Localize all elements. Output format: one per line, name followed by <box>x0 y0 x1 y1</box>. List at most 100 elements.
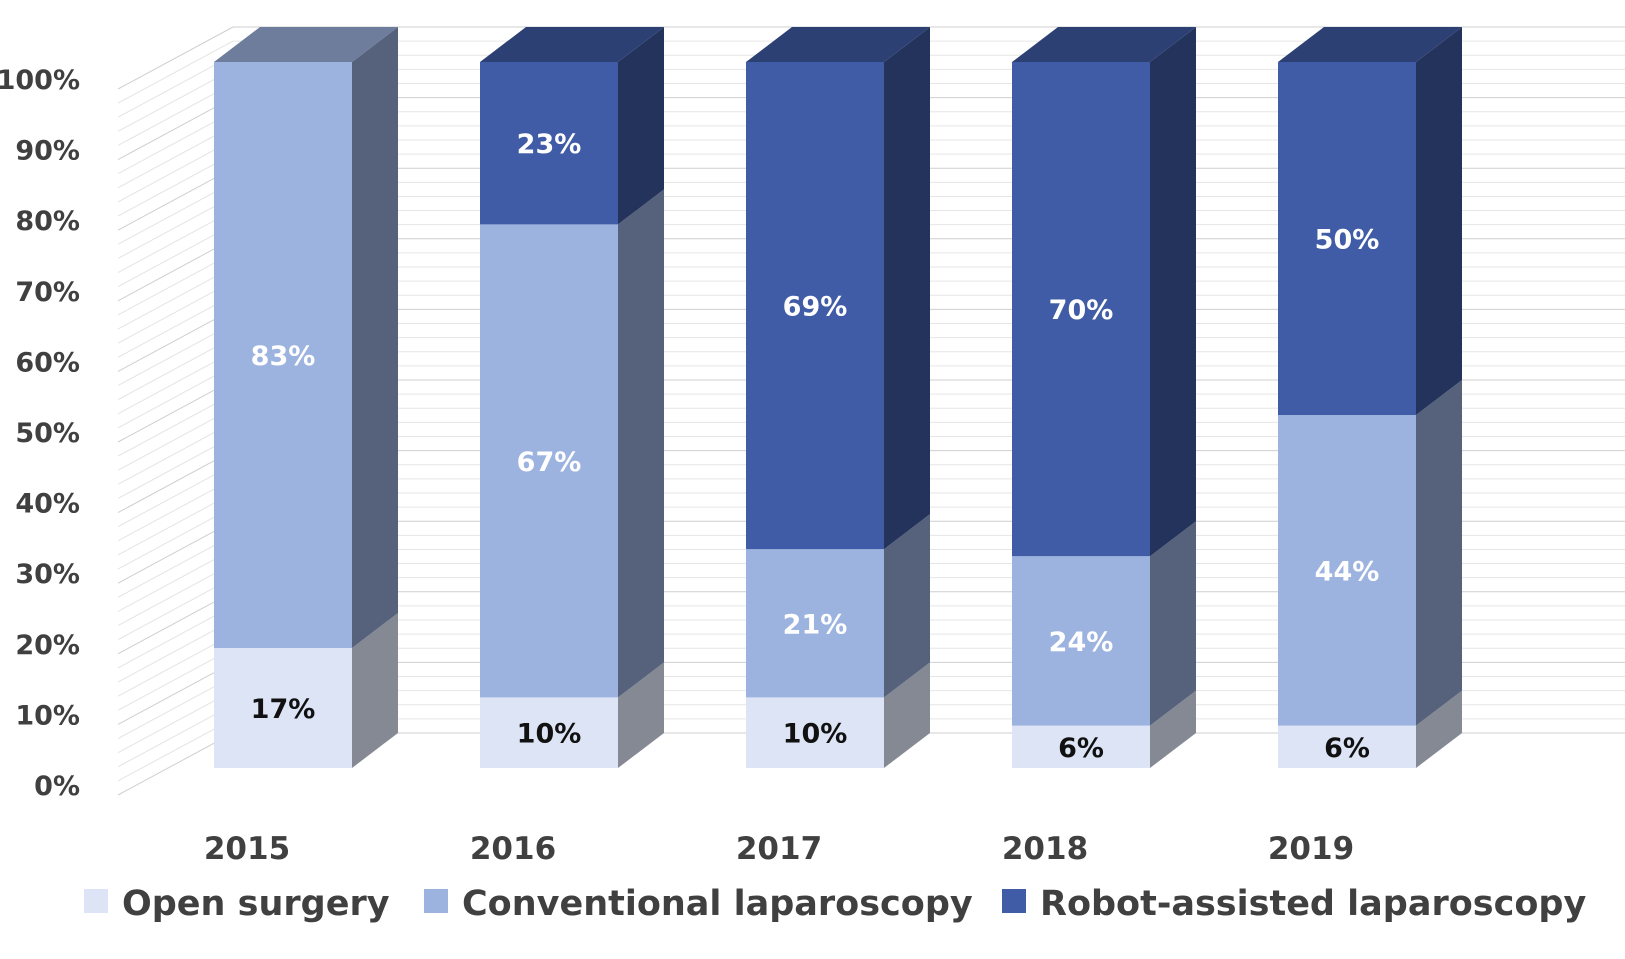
gridline-side-minor <box>117 323 234 386</box>
bar-segment-front <box>1278 62 1416 415</box>
bars <box>214 27 1462 768</box>
gridline-side <box>117 26 234 90</box>
gridline-side-minor <box>117 704 234 768</box>
gridline-side-minor <box>117 464 234 528</box>
y-tick-label: 70% <box>15 277 80 308</box>
gridline-side-minor <box>117 294 234 358</box>
gridline-side-minor <box>117 563 234 627</box>
legend-label: Robot-assisted laparoscopy <box>1040 884 1586 924</box>
gridline-side-minor <box>117 676 234 739</box>
y-tick-label: 40% <box>15 489 80 520</box>
bar-segment-front <box>480 62 618 225</box>
gridline-side-minor <box>117 393 234 457</box>
y-tick-label: 90% <box>15 136 80 167</box>
legend-swatch <box>424 889 448 913</box>
gridline-side <box>117 732 234 796</box>
bar-top <box>480 27 664 62</box>
gridline-side-minor <box>117 577 234 641</box>
data-label: 70% <box>1049 295 1114 326</box>
x-category-label: 2019 <box>1268 831 1354 867</box>
gridline-side-minor <box>117 252 234 316</box>
bar-segment-side <box>1150 27 1196 557</box>
data-label: 17% <box>251 694 316 725</box>
gridline-side <box>117 661 234 725</box>
y-tick-label: 60% <box>15 347 80 378</box>
bar-segment-side <box>1150 521 1196 726</box>
gridline-side-minor <box>117 647 234 711</box>
gridline-side-minor <box>117 619 234 683</box>
bar-segment-front <box>214 62 352 648</box>
gridline-side-minor <box>117 633 234 697</box>
gridline-side-minor <box>117 68 234 132</box>
data-label: 67% <box>517 447 582 478</box>
bar-top <box>214 27 398 62</box>
bar-segment-front <box>1012 62 1150 557</box>
x-axis-categories: 2015 2016 2017 2018 2019 <box>204 831 1354 867</box>
bar-segment-side <box>884 27 930 550</box>
data-label: 21% <box>783 609 848 640</box>
gridline-side-minor <box>117 478 234 542</box>
gridline-side-minor <box>117 407 234 471</box>
y-tick-label: 30% <box>15 559 80 590</box>
gridline-side-minor <box>117 139 234 203</box>
gridline-side-minor <box>117 210 234 274</box>
gridline-side <box>117 308 234 372</box>
gridline-side-minor <box>117 421 234 485</box>
data-label: 23% <box>517 129 582 160</box>
gridline-side <box>117 591 234 655</box>
x-category-label: 2015 <box>204 831 290 867</box>
x-category-label: 2017 <box>736 831 822 867</box>
gridline-side-minor <box>117 153 234 217</box>
gridline-side <box>117 520 234 584</box>
gridline-side-minor <box>117 195 234 259</box>
gridline-side-minor <box>117 690 234 754</box>
gridline-side <box>117 167 234 231</box>
data-label: 10% <box>517 719 582 750</box>
bar-segment-front <box>746 62 884 550</box>
gridline-side <box>117 97 234 161</box>
bar-segment-side <box>352 612 398 768</box>
gridline-side-minor <box>117 548 234 612</box>
gridline-side-minor <box>117 534 234 598</box>
gridline-side-minor <box>117 718 234 782</box>
x-category-label: 2018 <box>1002 831 1088 867</box>
data-label: 6% <box>1324 733 1370 764</box>
gridline-side-minor <box>117 337 234 401</box>
bar-segment-front <box>746 549 884 698</box>
gridline-side-minor <box>117 83 234 146</box>
bar-segment-side <box>1416 27 1462 415</box>
bar-segment-side <box>884 662 930 768</box>
x-category-label: 2016 <box>470 831 556 867</box>
y-tick-label: 10% <box>15 700 80 731</box>
gridline-side-minor <box>117 40 234 104</box>
bar-segment-front <box>1012 725 1150 768</box>
gridline-side-minor <box>117 54 234 118</box>
bar-segment-front <box>1278 725 1416 768</box>
bar-segment-side <box>618 662 664 768</box>
bar-segment-front <box>746 697 884 768</box>
gridline-side-minor <box>117 436 234 499</box>
y-axis-ticks: 0% 10% 20% 30% 40% 50% 60% 70% 80% 90% 100% <box>0 65 80 802</box>
data-label: 50% <box>1315 225 1380 256</box>
legend-label: Conventional laparoscopy <box>462 884 973 924</box>
gridline-side <box>117 450 234 514</box>
bar-segment-side <box>352 27 398 648</box>
gridline-side-minor <box>117 266 234 330</box>
bar-segment-side <box>1150 690 1196 768</box>
bar-segment-side <box>618 27 664 225</box>
y-tick-label: 100% <box>0 65 80 96</box>
bar-segment-side <box>1416 380 1462 726</box>
gridline-side-minor <box>117 111 234 175</box>
y-tick-label: 80% <box>15 206 80 237</box>
y-tick-label: 0% <box>34 771 80 802</box>
gridline-side-minor <box>117 506 234 570</box>
bar-segment-front <box>1278 415 1416 726</box>
data-label: 44% <box>1315 556 1380 587</box>
bar-segment-front <box>480 697 618 768</box>
bar-top <box>1012 27 1196 62</box>
y-tick-label: 50% <box>15 418 80 449</box>
data-label: 24% <box>1049 627 1114 658</box>
bar-top <box>1278 27 1462 62</box>
gridline-side-minor <box>117 125 234 189</box>
